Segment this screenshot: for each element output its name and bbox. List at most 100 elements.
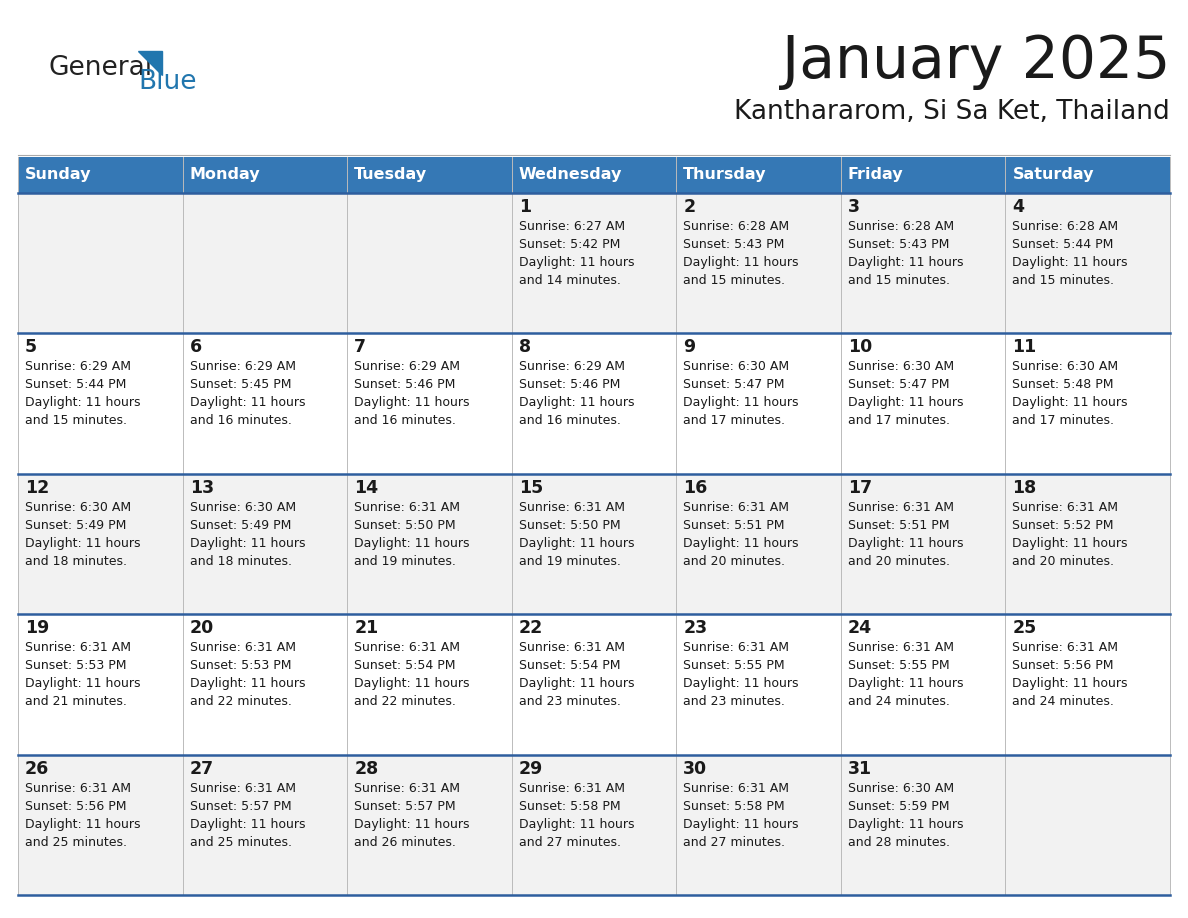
- Bar: [512, 193, 676, 333]
- Text: 14: 14: [354, 479, 378, 497]
- Polygon shape: [138, 51, 162, 75]
- Bar: [676, 755, 841, 895]
- Bar: [676, 333, 841, 474]
- Text: 15: 15: [519, 479, 543, 497]
- Text: Thursday: Thursday: [683, 167, 766, 183]
- Text: 26: 26: [25, 759, 49, 778]
- Text: Sunrise: 6:30 AM
Sunset: 5:49 PM
Daylight: 11 hours
and 18 minutes.: Sunrise: 6:30 AM Sunset: 5:49 PM Dayligh…: [25, 501, 140, 568]
- Text: 1: 1: [519, 198, 531, 216]
- Text: 13: 13: [190, 479, 214, 497]
- Bar: [512, 474, 676, 614]
- Text: Sunrise: 6:31 AM
Sunset: 5:50 PM
Daylight: 11 hours
and 19 minutes.: Sunrise: 6:31 AM Sunset: 5:50 PM Dayligh…: [354, 501, 469, 568]
- Bar: [18, 614, 183, 755]
- Text: Sunrise: 6:31 AM
Sunset: 5:58 PM
Daylight: 11 hours
and 27 minutes.: Sunrise: 6:31 AM Sunset: 5:58 PM Dayligh…: [683, 781, 798, 848]
- Text: Saturday: Saturday: [1012, 167, 1094, 183]
- Bar: [676, 157, 841, 193]
- Bar: [1005, 193, 1170, 333]
- Text: Sunrise: 6:30 AM
Sunset: 5:48 PM
Daylight: 11 hours
and 17 minutes.: Sunrise: 6:30 AM Sunset: 5:48 PM Dayligh…: [1012, 361, 1127, 428]
- Bar: [512, 157, 676, 193]
- Text: 24: 24: [848, 620, 872, 637]
- Text: Sunrise: 6:29 AM
Sunset: 5:46 PM
Daylight: 11 hours
and 16 minutes.: Sunrise: 6:29 AM Sunset: 5:46 PM Dayligh…: [354, 361, 469, 428]
- Bar: [512, 614, 676, 755]
- Text: Sunrise: 6:28 AM
Sunset: 5:43 PM
Daylight: 11 hours
and 15 minutes.: Sunrise: 6:28 AM Sunset: 5:43 PM Dayligh…: [683, 220, 798, 287]
- Text: Sunrise: 6:31 AM
Sunset: 5:54 PM
Daylight: 11 hours
and 22 minutes.: Sunrise: 6:31 AM Sunset: 5:54 PM Dayligh…: [354, 641, 469, 708]
- Bar: [1005, 157, 1170, 193]
- Text: 17: 17: [848, 479, 872, 497]
- Text: Sunrise: 6:27 AM
Sunset: 5:42 PM
Daylight: 11 hours
and 14 minutes.: Sunrise: 6:27 AM Sunset: 5:42 PM Dayligh…: [519, 220, 634, 287]
- Text: 3: 3: [848, 198, 860, 216]
- Bar: [183, 333, 347, 474]
- Bar: [1005, 755, 1170, 895]
- Text: 20: 20: [190, 620, 214, 637]
- Text: 22: 22: [519, 620, 543, 637]
- Bar: [841, 157, 1005, 193]
- Text: 9: 9: [683, 339, 695, 356]
- Text: Sunrise: 6:31 AM
Sunset: 5:51 PM
Daylight: 11 hours
and 20 minutes.: Sunrise: 6:31 AM Sunset: 5:51 PM Dayligh…: [683, 501, 798, 568]
- Text: 28: 28: [354, 759, 379, 778]
- Text: Sunrise: 6:31 AM
Sunset: 5:57 PM
Daylight: 11 hours
and 25 minutes.: Sunrise: 6:31 AM Sunset: 5:57 PM Dayligh…: [190, 781, 305, 848]
- Bar: [841, 755, 1005, 895]
- Text: Sunrise: 6:29 AM
Sunset: 5:45 PM
Daylight: 11 hours
and 16 minutes.: Sunrise: 6:29 AM Sunset: 5:45 PM Dayligh…: [190, 361, 305, 428]
- Text: Sunrise: 6:30 AM
Sunset: 5:47 PM
Daylight: 11 hours
and 17 minutes.: Sunrise: 6:30 AM Sunset: 5:47 PM Dayligh…: [848, 361, 963, 428]
- Text: 19: 19: [25, 620, 49, 637]
- Text: Sunrise: 6:29 AM
Sunset: 5:44 PM
Daylight: 11 hours
and 15 minutes.: Sunrise: 6:29 AM Sunset: 5:44 PM Dayligh…: [25, 361, 140, 428]
- Text: Sunrise: 6:31 AM
Sunset: 5:50 PM
Daylight: 11 hours
and 19 minutes.: Sunrise: 6:31 AM Sunset: 5:50 PM Dayligh…: [519, 501, 634, 568]
- Bar: [18, 333, 183, 474]
- Text: 8: 8: [519, 339, 531, 356]
- Bar: [18, 755, 183, 895]
- Text: 23: 23: [683, 620, 707, 637]
- Text: 27: 27: [190, 759, 214, 778]
- Text: Kanthararom, Si Sa Ket, Thailand: Kanthararom, Si Sa Ket, Thailand: [734, 99, 1170, 125]
- Text: Sunrise: 6:30 AM
Sunset: 5:59 PM
Daylight: 11 hours
and 28 minutes.: Sunrise: 6:30 AM Sunset: 5:59 PM Dayligh…: [848, 781, 963, 848]
- Text: 10: 10: [848, 339, 872, 356]
- Text: Sunrise: 6:31 AM
Sunset: 5:53 PM
Daylight: 11 hours
and 22 minutes.: Sunrise: 6:31 AM Sunset: 5:53 PM Dayligh…: [190, 641, 305, 708]
- Bar: [183, 157, 347, 193]
- Text: Blue: Blue: [138, 69, 196, 95]
- Text: 12: 12: [25, 479, 49, 497]
- Bar: [18, 474, 183, 614]
- Text: 4: 4: [1012, 198, 1024, 216]
- Text: General: General: [48, 55, 152, 81]
- Bar: [676, 474, 841, 614]
- Bar: [18, 193, 183, 333]
- Text: Sunrise: 6:31 AM
Sunset: 5:54 PM
Daylight: 11 hours
and 23 minutes.: Sunrise: 6:31 AM Sunset: 5:54 PM Dayligh…: [519, 641, 634, 708]
- Text: Sunrise: 6:31 AM
Sunset: 5:51 PM
Daylight: 11 hours
and 20 minutes.: Sunrise: 6:31 AM Sunset: 5:51 PM Dayligh…: [848, 501, 963, 568]
- Bar: [347, 333, 512, 474]
- Text: 5: 5: [25, 339, 37, 356]
- Bar: [347, 614, 512, 755]
- Text: Sunrise: 6:30 AM
Sunset: 5:47 PM
Daylight: 11 hours
and 17 minutes.: Sunrise: 6:30 AM Sunset: 5:47 PM Dayligh…: [683, 361, 798, 428]
- Text: 6: 6: [190, 339, 202, 356]
- Text: Sunrise: 6:30 AM
Sunset: 5:49 PM
Daylight: 11 hours
and 18 minutes.: Sunrise: 6:30 AM Sunset: 5:49 PM Dayligh…: [190, 501, 305, 568]
- Bar: [512, 333, 676, 474]
- Bar: [512, 755, 676, 895]
- Text: Sunrise: 6:31 AM
Sunset: 5:57 PM
Daylight: 11 hours
and 26 minutes.: Sunrise: 6:31 AM Sunset: 5:57 PM Dayligh…: [354, 781, 469, 848]
- Text: Sunrise: 6:31 AM
Sunset: 5:52 PM
Daylight: 11 hours
and 20 minutes.: Sunrise: 6:31 AM Sunset: 5:52 PM Dayligh…: [1012, 501, 1127, 568]
- Bar: [183, 614, 347, 755]
- Text: Friday: Friday: [848, 167, 904, 183]
- Text: Wednesday: Wednesday: [519, 167, 623, 183]
- Text: 31: 31: [848, 759, 872, 778]
- Text: Sunrise: 6:31 AM
Sunset: 5:58 PM
Daylight: 11 hours
and 27 minutes.: Sunrise: 6:31 AM Sunset: 5:58 PM Dayligh…: [519, 781, 634, 848]
- Text: Sunrise: 6:28 AM
Sunset: 5:44 PM
Daylight: 11 hours
and 15 minutes.: Sunrise: 6:28 AM Sunset: 5:44 PM Dayligh…: [1012, 220, 1127, 287]
- Bar: [18, 157, 183, 193]
- Text: January 2025: January 2025: [782, 33, 1170, 91]
- Bar: [676, 193, 841, 333]
- Text: 25: 25: [1012, 620, 1037, 637]
- Text: 30: 30: [683, 759, 707, 778]
- Bar: [183, 474, 347, 614]
- Text: Sunrise: 6:31 AM
Sunset: 5:55 PM
Daylight: 11 hours
and 23 minutes.: Sunrise: 6:31 AM Sunset: 5:55 PM Dayligh…: [683, 641, 798, 708]
- Bar: [1005, 474, 1170, 614]
- Text: Sunrise: 6:31 AM
Sunset: 5:56 PM
Daylight: 11 hours
and 25 minutes.: Sunrise: 6:31 AM Sunset: 5:56 PM Dayligh…: [25, 781, 140, 848]
- Text: Tuesday: Tuesday: [354, 167, 428, 183]
- Bar: [183, 193, 347, 333]
- Bar: [1005, 614, 1170, 755]
- Text: 21: 21: [354, 620, 379, 637]
- Text: 7: 7: [354, 339, 366, 356]
- Text: Sunrise: 6:28 AM
Sunset: 5:43 PM
Daylight: 11 hours
and 15 minutes.: Sunrise: 6:28 AM Sunset: 5:43 PM Dayligh…: [848, 220, 963, 287]
- Bar: [841, 614, 1005, 755]
- Text: Sunrise: 6:29 AM
Sunset: 5:46 PM
Daylight: 11 hours
and 16 minutes.: Sunrise: 6:29 AM Sunset: 5:46 PM Dayligh…: [519, 361, 634, 428]
- Bar: [841, 474, 1005, 614]
- Bar: [676, 614, 841, 755]
- Text: 11: 11: [1012, 339, 1037, 356]
- Text: 18: 18: [1012, 479, 1037, 497]
